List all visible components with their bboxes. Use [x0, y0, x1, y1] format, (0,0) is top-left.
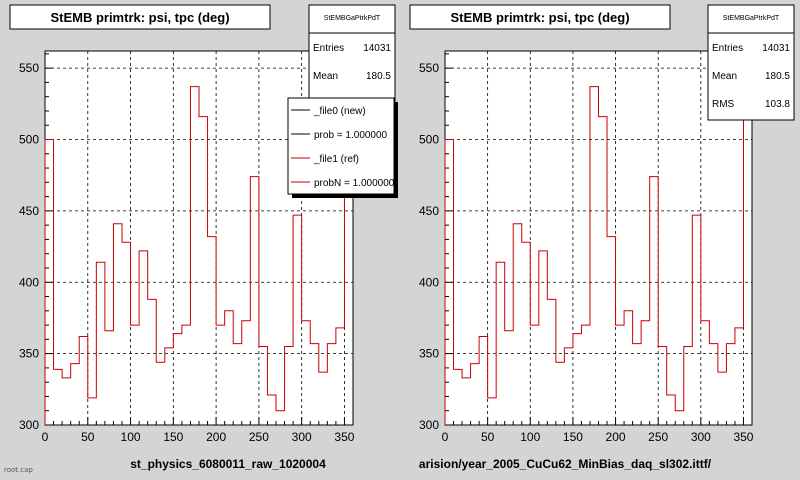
legend-entry: _file0 (new) — [313, 106, 366, 117]
title-box — [409, 4, 671, 30]
stats-value: 14031 — [762, 43, 790, 54]
y-tick-label: 350 — [19, 347, 39, 361]
x-tick-label: 200 — [206, 430, 226, 444]
y-tick-label: 450 — [19, 204, 39, 218]
x-tick-label: 100 — [520, 430, 540, 444]
stats-label: Entries — [313, 43, 344, 54]
x-tick-label: 250 — [249, 430, 269, 444]
stats-value: 180.5 — [765, 71, 790, 82]
y-tick-label: 300 — [19, 418, 39, 432]
stats-label: Mean — [712, 71, 737, 82]
chart-panel-2: 0 50 100 150 200 250 300 350 300 350 400 450 500 550 S… — [409, 4, 795, 471]
x-tick-label: 150 — [163, 430, 183, 444]
y-tick-label: 400 — [19, 275, 39, 289]
y-tick-label: 500 — [419, 133, 439, 147]
x-tick-label: 150 — [563, 430, 583, 444]
x-axis-label: arision/year_2005_CuCu62_MinBias_daq_sl3… — [419, 457, 712, 471]
y-tick-label: 450 — [419, 204, 439, 218]
stats-title: StEMBGaPtrkPdT — [324, 15, 381, 22]
x-tick-label: 350 — [334, 430, 354, 444]
y-tick-label: 300 — [419, 418, 439, 432]
y-tick-label: 550 — [419, 61, 439, 75]
title-box — [9, 4, 271, 30]
x-tick-label: 50 — [481, 430, 495, 444]
x-tick-label: 300 — [292, 430, 312, 444]
y-tick-label: 550 — [19, 61, 39, 75]
series-line — [444, 71, 752, 425]
legend-box — [287, 97, 395, 195]
stats-label: Entries — [712, 43, 743, 54]
legend: _file0 (new) prob = 1.000000 _file1 (ref) p… — [287, 97, 395, 195]
x-tick-label: 300 — [691, 430, 711, 444]
y-tick-label: 400 — [419, 275, 439, 289]
legend-entry: probN = 1.000000 — [314, 178, 395, 189]
footer-note: root.cap — [4, 466, 33, 474]
x-tick-label: 0 — [42, 430, 49, 444]
x-tick-label: 50 — [81, 430, 95, 444]
y-tick-label: 350 — [419, 347, 439, 361]
chart-title: StEMB primtrk: psi, tpc (deg) — [450, 10, 629, 25]
x-tick-label: 250 — [648, 430, 668, 444]
legend-entry: prob = 1.000000 — [314, 130, 388, 141]
chart-title: StEMB primtrk: psi, tpc (deg) — [50, 10, 229, 25]
stats-value: 180.5 — [366, 71, 391, 82]
legend-entry: _file1 (ref) — [313, 154, 359, 165]
stats-title: StEMBGaPtrkPdT — [723, 15, 780, 22]
x-tick-label: 200 — [606, 430, 626, 444]
series-line — [44, 71, 353, 425]
y-tick-label: 500 — [19, 133, 39, 147]
stats-label: Mean — [313, 71, 338, 82]
x-tick-label: 0 — [442, 430, 449, 444]
x-tick-label: 350 — [733, 430, 753, 444]
stats-value: 14031 — [363, 43, 391, 54]
stats-label: RMS — [712, 99, 735, 110]
x-axis-label: st_physics_6080011_raw_1020004 — [130, 457, 326, 471]
chart-panel-1: 0 50 100 150 200 250 300 350 300 350 400 450 500 550 S… — [9, 4, 398, 471]
stats-value: 103.8 — [765, 99, 790, 110]
stats-box — [707, 4, 795, 121]
x-tick-label: 100 — [121, 430, 141, 444]
